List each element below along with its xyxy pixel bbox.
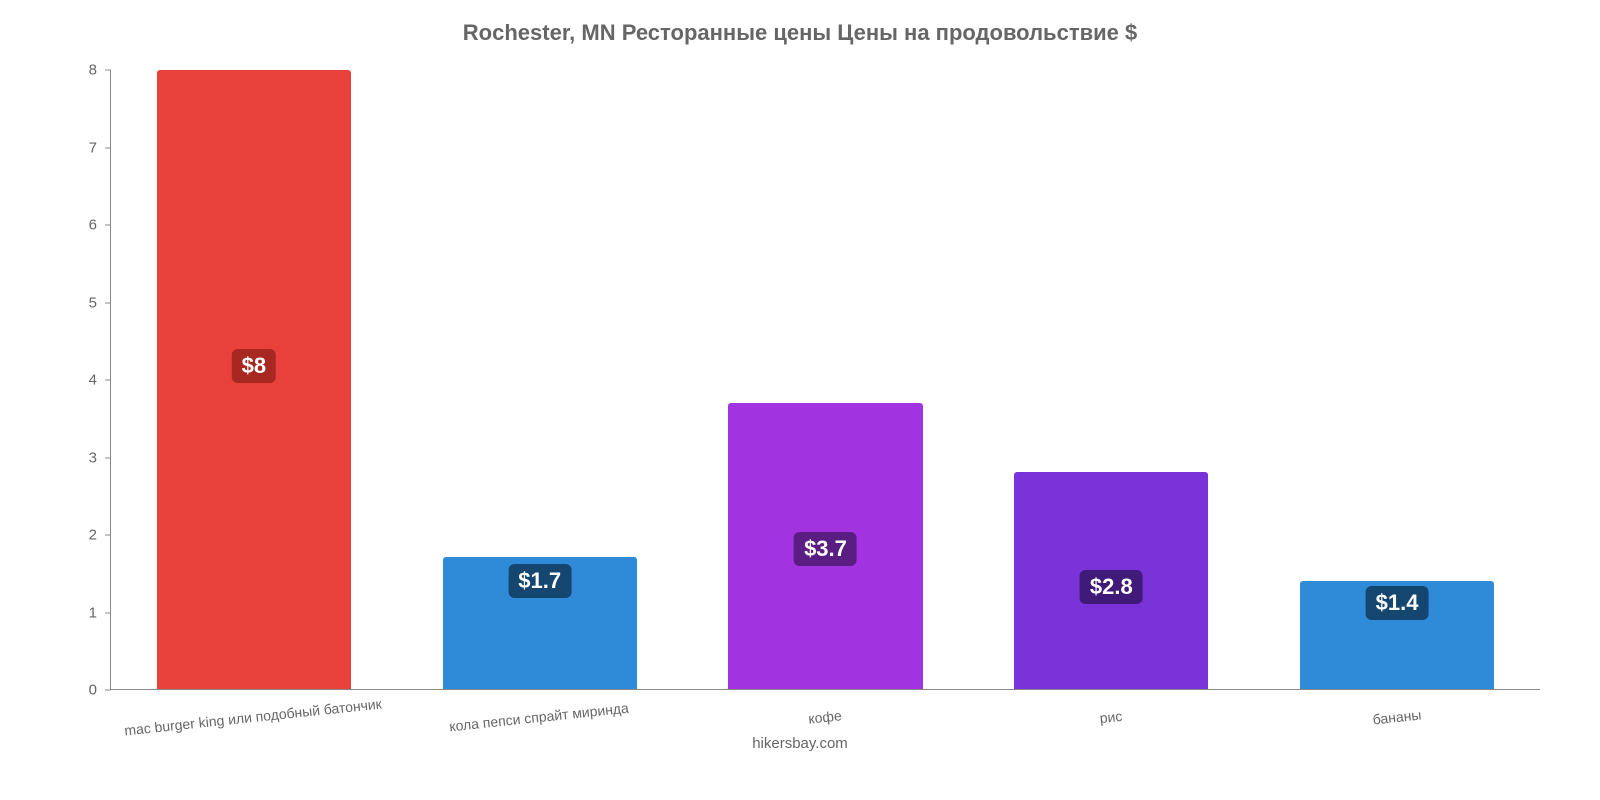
y-tick-label: 0 xyxy=(89,682,97,699)
y-tick-label: 5 xyxy=(89,294,97,311)
bar: $1.4 xyxy=(1300,581,1494,689)
x-tick-label: бананы xyxy=(1254,694,1540,740)
y-tick-label: 3 xyxy=(89,449,97,466)
x-tick-label: кофе xyxy=(682,694,968,740)
plot-area: $8 $1.7 $3.7 $2.8 $1.4 xyxy=(110,70,1540,690)
bar-value-badge: $1.7 xyxy=(508,564,571,598)
bar-value-badge: $3.7 xyxy=(794,532,857,566)
y-tick-label: 2 xyxy=(89,527,97,544)
x-tick-label: mac burger king или подобный батончик xyxy=(110,694,396,740)
y-tick-label: 4 xyxy=(89,372,97,389)
chart-title: Rochester, MN Ресторанные цены Цены на п… xyxy=(40,20,1560,46)
x-axis: mac burger king или подобный батончиккол… xyxy=(110,709,1540,725)
bar-value-badge: $8 xyxy=(232,349,276,383)
bar: $2.8 xyxy=(1014,472,1208,689)
bar-chart: Rochester, MN Ресторанные цены Цены на п… xyxy=(40,20,1560,760)
x-tick-label: кола пепси спрайт миринда xyxy=(396,694,682,740)
y-tick-label: 7 xyxy=(89,139,97,156)
y-tick-label: 1 xyxy=(89,604,97,621)
y-tick-label: 8 xyxy=(89,62,97,79)
y-tick-label: 6 xyxy=(89,217,97,234)
bar: $3.7 xyxy=(728,403,922,689)
attribution-text: hikersbay.com xyxy=(752,735,848,752)
bar: $1.7 xyxy=(443,557,637,689)
bars-container: $8 $1.7 $3.7 $2.8 $1.4 xyxy=(111,70,1540,689)
x-tick-label: рис xyxy=(968,694,1254,740)
bar-slot: $8 xyxy=(111,70,397,689)
bar-slot: $2.8 xyxy=(968,70,1254,689)
y-axis: 012345678 xyxy=(40,70,105,690)
bar-value-badge: $1.4 xyxy=(1366,586,1429,620)
bar-slot: $1.4 xyxy=(1254,70,1540,689)
bar-slot: $1.7 xyxy=(397,70,683,689)
bar-slot: $3.7 xyxy=(683,70,969,689)
bar-value-badge: $2.8 xyxy=(1080,570,1143,604)
bar: $8 xyxy=(157,70,351,689)
